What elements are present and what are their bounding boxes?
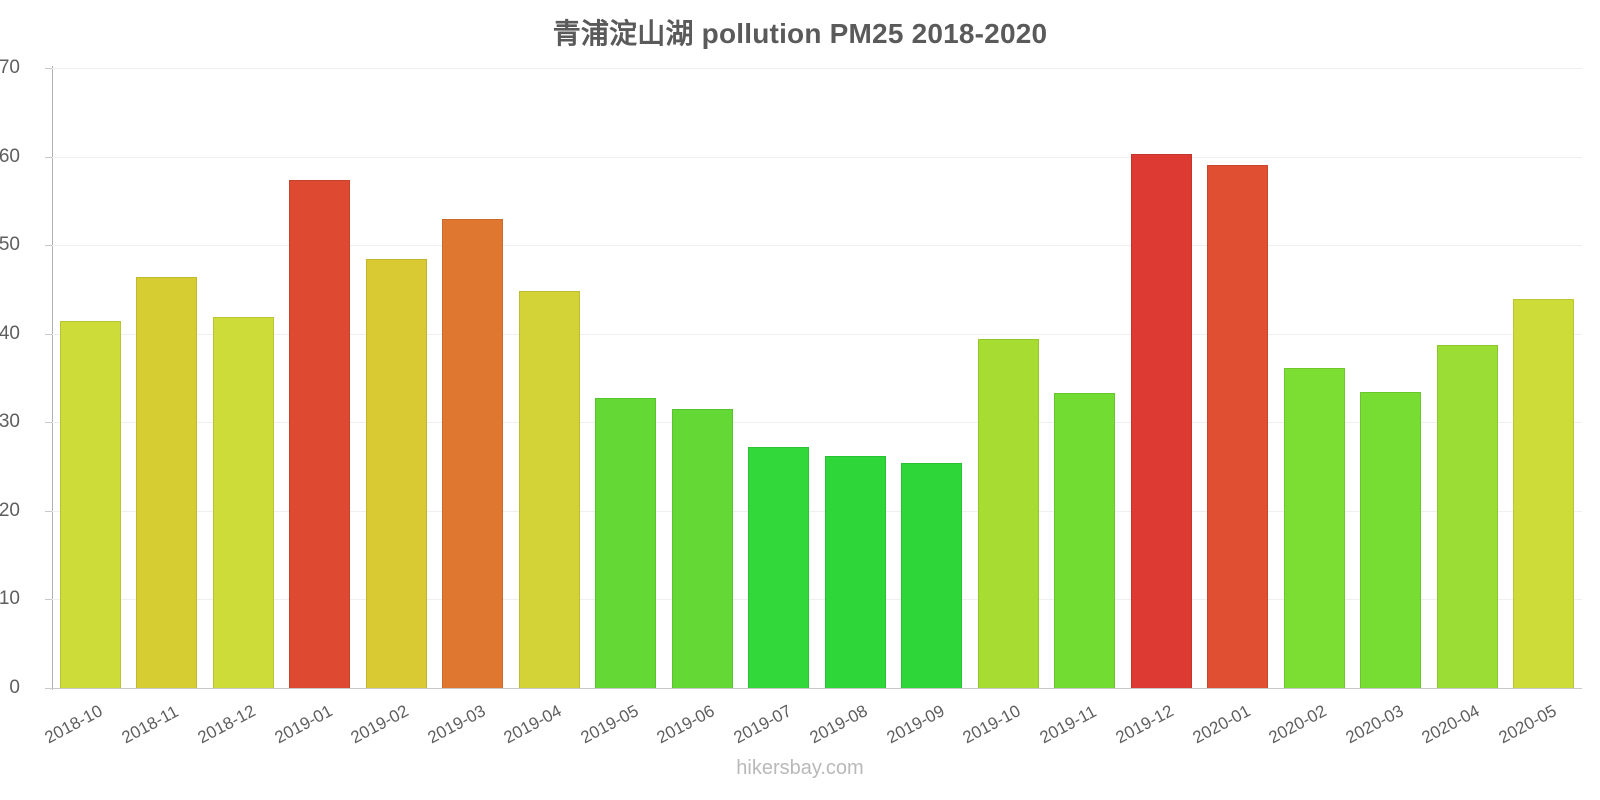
bar-2019-10[interactable] bbox=[977, 339, 1039, 688]
y-axis-line bbox=[52, 66, 53, 690]
x-tick-label: 2019-05 bbox=[577, 701, 642, 748]
bar-2019-06[interactable] bbox=[671, 409, 733, 688]
x-tick-label: 2018-11 bbox=[118, 701, 182, 748]
y-tick-label: 70 bbox=[0, 57, 20, 78]
x-tick-label: 2019-11 bbox=[1036, 701, 1100, 748]
gridline bbox=[52, 688, 1582, 689]
gridline bbox=[52, 156, 1582, 158]
gridline bbox=[52, 510, 1582, 512]
y-tick-mark bbox=[45, 510, 52, 512]
gridline bbox=[52, 245, 1582, 247]
y-tick-label: 30 bbox=[0, 411, 20, 433]
y-tick-mark bbox=[45, 156, 52, 158]
bar-2018-11[interactable] bbox=[136, 277, 198, 688]
bar-2019-02[interactable] bbox=[365, 259, 427, 688]
y-tick-label: 20 bbox=[0, 499, 20, 521]
y-tick-label: 60 bbox=[0, 145, 20, 167]
bar-2019-05[interactable] bbox=[595, 397, 657, 688]
bar-2019-01[interactable] bbox=[289, 179, 351, 688]
bar-2018-10[interactable] bbox=[59, 321, 121, 688]
bar-2019-09[interactable] bbox=[901, 463, 963, 688]
y-tick-mark bbox=[45, 68, 52, 69]
y-tick-mark bbox=[45, 245, 52, 247]
y-tick-label: 10 bbox=[0, 588, 20, 610]
bar-2018-12[interactable] bbox=[212, 316, 274, 688]
gridline bbox=[52, 68, 1582, 69]
gridline bbox=[52, 599, 1582, 601]
bar-2019-07[interactable] bbox=[748, 447, 810, 688]
x-tick-label: 2019-07 bbox=[730, 701, 795, 748]
bar-2020-04[interactable] bbox=[1436, 345, 1498, 688]
gridline bbox=[52, 422, 1582, 424]
x-tick-label: 2019-03 bbox=[424, 701, 489, 748]
x-tick-label: 2019-01 bbox=[271, 701, 336, 748]
bars-layer bbox=[52, 68, 1582, 688]
y-tick-mark bbox=[45, 333, 52, 335]
x-tick-label: 2019-08 bbox=[806, 701, 871, 748]
y-tick-mark bbox=[45, 599, 52, 601]
gridline bbox=[52, 333, 1582, 335]
x-tick-label: 2019-06 bbox=[653, 701, 718, 748]
bar-2020-05[interactable] bbox=[1513, 299, 1575, 688]
x-tick-label: 2020-02 bbox=[1265, 701, 1330, 748]
x-tick-label: 2020-01 bbox=[1189, 701, 1254, 748]
x-tick-label: 2019-12 bbox=[1112, 701, 1177, 748]
x-tick-label: 2020-04 bbox=[1418, 701, 1483, 748]
bar-2019-12[interactable] bbox=[1130, 153, 1192, 688]
bar-2020-02[interactable] bbox=[1283, 368, 1345, 688]
x-tick-label: 2019-09 bbox=[883, 701, 948, 748]
bar-2019-11[interactable] bbox=[1054, 393, 1116, 688]
bar-2020-03[interactable] bbox=[1360, 392, 1422, 688]
y-tick-mark bbox=[45, 688, 52, 689]
bar-2019-03[interactable] bbox=[442, 218, 504, 688]
x-tick-label: 2020-05 bbox=[1495, 701, 1560, 748]
x-tick-label: 2018-12 bbox=[194, 701, 259, 748]
x-tick-label: 2018-10 bbox=[41, 701, 106, 748]
chart-title: 青浦淀山湖 pollution PM25 2018-2020 bbox=[552, 18, 1048, 49]
plot-area: 0 10 20 30 40 50 60 70 bbox=[0, 57, 1582, 698]
x-tick-label: 2020-03 bbox=[1342, 701, 1407, 748]
x-tick-label: 2019-10 bbox=[959, 701, 1024, 748]
bar-2019-04[interactable] bbox=[518, 291, 580, 688]
y-tick-mark bbox=[45, 422, 52, 424]
x-tick-label: 2019-04 bbox=[500, 701, 565, 748]
x-axis-labels: 2018-10 2018-11 2018-12 2019-01 2019-02 2019-… bbox=[42, 690, 1582, 760]
y-tick-label: 0 bbox=[9, 677, 20, 698]
y-tick-label: 50 bbox=[0, 234, 20, 256]
x-tick-label: 2019-02 bbox=[347, 701, 412, 748]
bar-2020-01[interactable] bbox=[1207, 165, 1269, 688]
y-tick-label: 40 bbox=[0, 322, 20, 344]
source-watermark: hikersbay.com bbox=[736, 757, 864, 779]
bar-2019-08[interactable] bbox=[824, 455, 886, 688]
